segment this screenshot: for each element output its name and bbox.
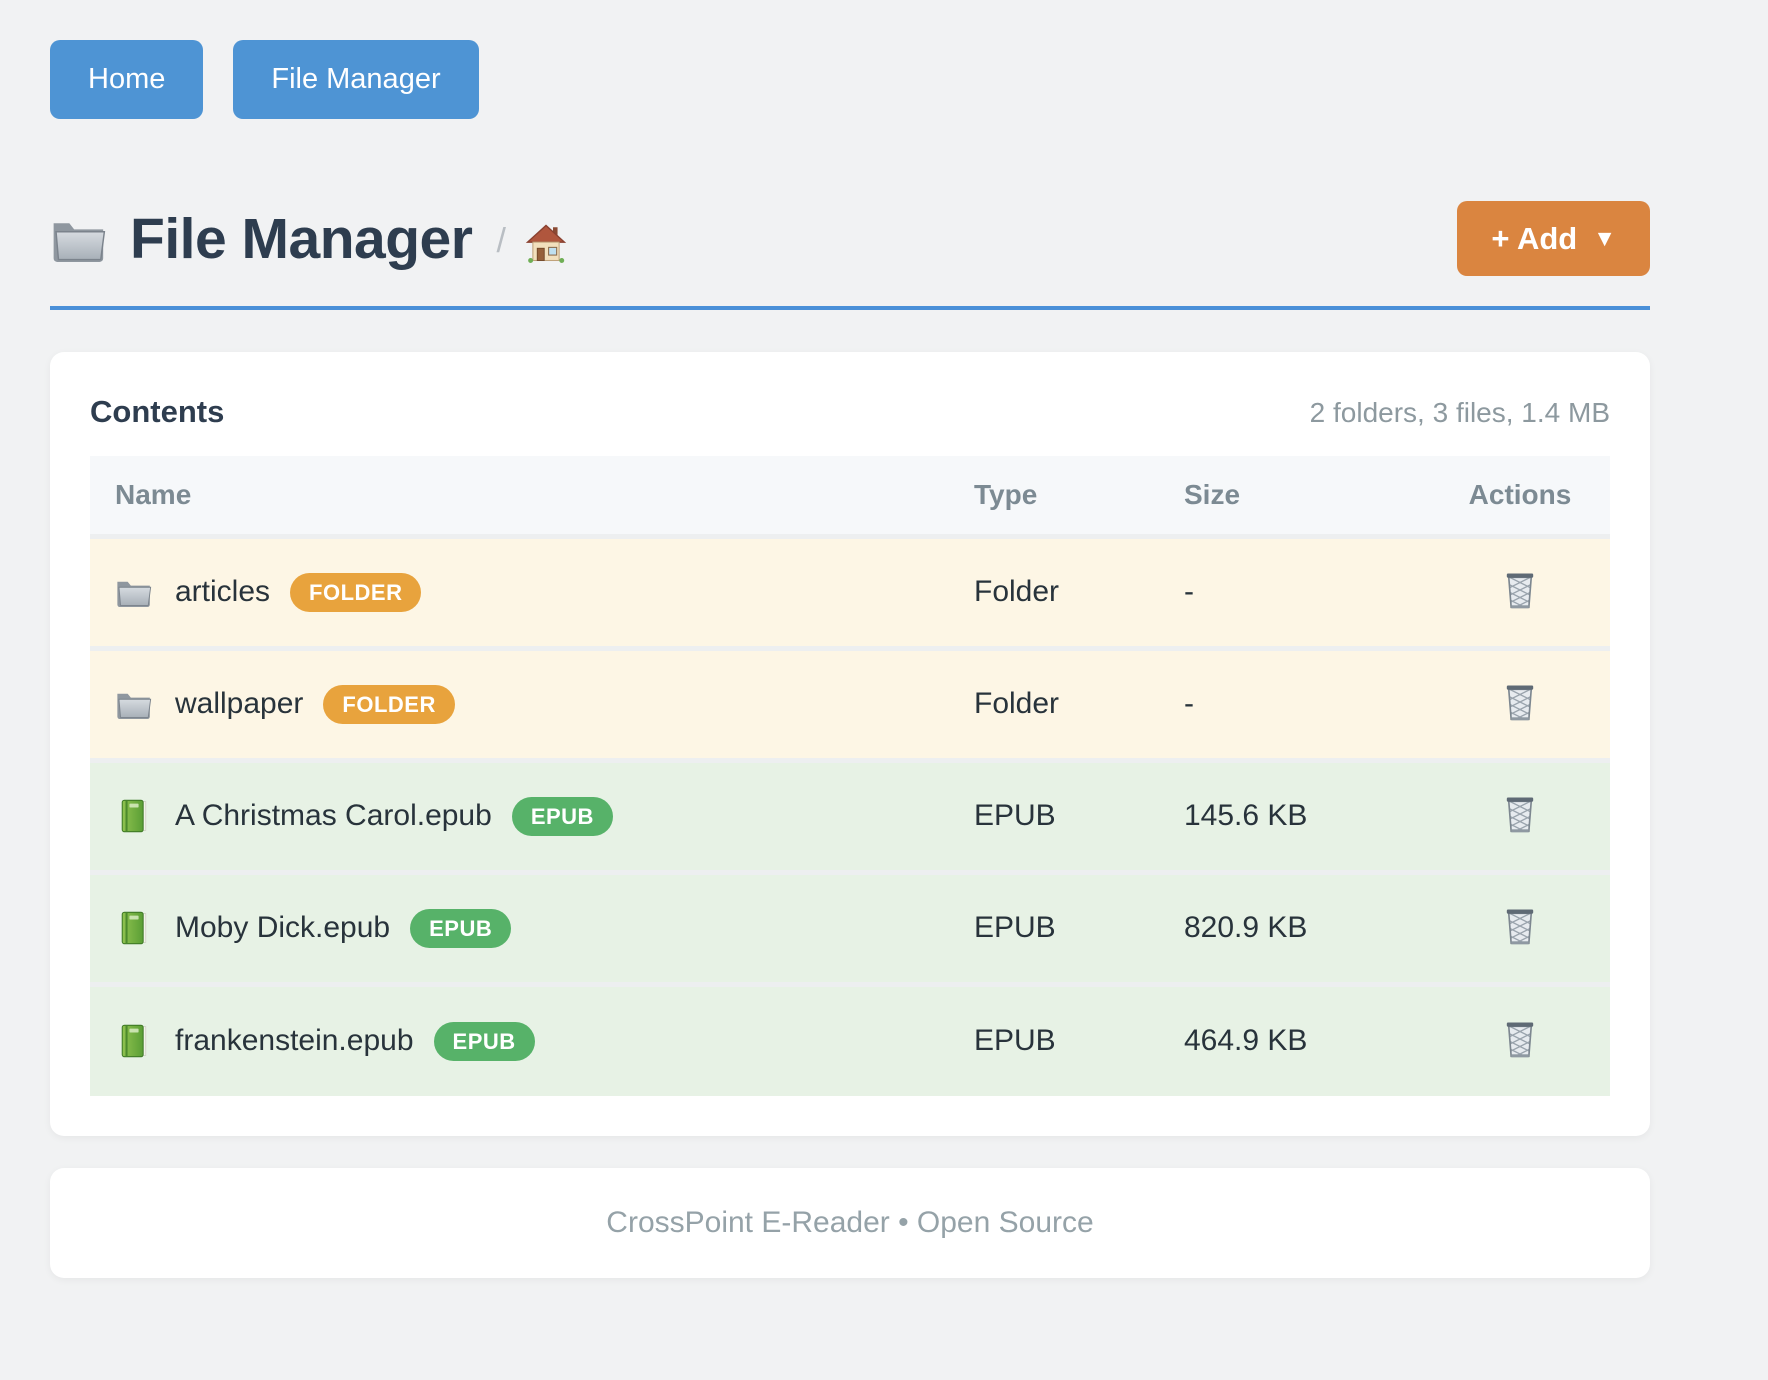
file-name[interactable]: articles (175, 575, 271, 608)
add-button[interactable]: + Add ▼ (1457, 201, 1650, 276)
title-divider (50, 306, 1650, 310)
column-header-actions: Actions (1468, 478, 1572, 510)
file-name[interactable]: frankenstein.epub (175, 1024, 414, 1058)
file-name[interactable]: Moby Dick.epub (175, 911, 391, 944)
file-type: Folder (974, 687, 1060, 720)
delete-button[interactable] (1498, 789, 1542, 839)
table-row: articles FOLDER Folder - (90, 536, 1610, 648)
column-header-name: Name (115, 478, 192, 510)
table-header-row: Name Type Size Actions (90, 456, 1610, 536)
house-icon[interactable] (524, 222, 568, 264)
contents-card: Contents 2 folders, 3 files, 1.4 MB Name… (50, 352, 1650, 1136)
home-button[interactable]: Home (50, 40, 204, 119)
delete-button[interactable] (1498, 565, 1542, 615)
column-header-type: Type (974, 478, 1038, 510)
folder-icon (115, 575, 153, 609)
folder-icon (50, 214, 108, 264)
table-row: Moby Dick.epub EPUB EPUB 820.9 KB (90, 872, 1610, 984)
table-row: wallpaper FOLDER Folder - (90, 648, 1610, 760)
footer-text: CrossPoint E-Reader • Open Source (606, 1206, 1094, 1239)
file-size: - (1184, 687, 1194, 720)
delete-button[interactable] (1498, 901, 1542, 951)
table-row: frankenstein.epub EPUB EPUB 464.9 KB (90, 984, 1610, 1096)
title-line: File Manager / (50, 206, 568, 272)
delete-button[interactable] (1498, 1014, 1542, 1064)
file-type: EPUB (974, 911, 1056, 944)
page: Home File Manager File Manager / + Add ▼… (50, 0, 1650, 1278)
folder-icon (115, 687, 153, 721)
contents-title: Contents (90, 394, 225, 429)
page-header: File Manager / + Add ▼ (50, 201, 1650, 276)
file-type: Folder (974, 575, 1060, 608)
trash-icon (1502, 681, 1538, 723)
trash-icon (1502, 569, 1538, 611)
delete-button[interactable] (1498, 677, 1542, 727)
contents-card-header: Contents 2 folders, 3 files, 1.4 MB (90, 394, 1610, 430)
file-name[interactable]: A Christmas Carol.epub (175, 799, 492, 832)
footer: CrossPoint E-Reader • Open Source (50, 1168, 1650, 1278)
caret-down-icon: ▼ (1593, 225, 1616, 251)
file-type-badge: EPUB (511, 796, 613, 836)
file-size: 145.6 KB (1184, 799, 1308, 832)
top-nav: Home File Manager (50, 0, 1650, 119)
contents-summary: 2 folders, 3 files, 1.4 MB (1309, 397, 1610, 428)
file-type: EPUB (974, 799, 1056, 832)
file-size: 464.9 KB (1184, 1024, 1308, 1058)
table-row: A Christmas Carol.epub EPUB EPUB 145.6 K… (90, 760, 1610, 872)
file-type-badge: EPUB (410, 908, 512, 948)
page-title: File Manager (130, 206, 473, 271)
book-icon (115, 911, 153, 945)
book-icon (115, 799, 153, 833)
file-name[interactable]: wallpaper (175, 687, 304, 720)
trash-icon (1502, 793, 1538, 835)
file-type-badge: FOLDER (323, 684, 455, 724)
file-type-badge: FOLDER (290, 572, 422, 612)
contents-table: Name Type Size Actions articles FOLDER Fold… (90, 456, 1610, 1096)
file-type: EPUB (974, 1024, 1056, 1058)
file-size: 820.9 KB (1184, 911, 1308, 944)
breadcrumb-separator: / (496, 222, 506, 260)
trash-icon (1502, 905, 1538, 947)
file-manager-button[interactable]: File Manager (233, 40, 479, 119)
add-button-label: + Add (1491, 221, 1578, 256)
file-type-badge: EPUB (433, 1021, 535, 1061)
book-icon (115, 1024, 153, 1058)
file-size: - (1184, 575, 1194, 608)
trash-icon (1502, 1018, 1538, 1060)
column-header-size: Size (1184, 478, 1241, 510)
